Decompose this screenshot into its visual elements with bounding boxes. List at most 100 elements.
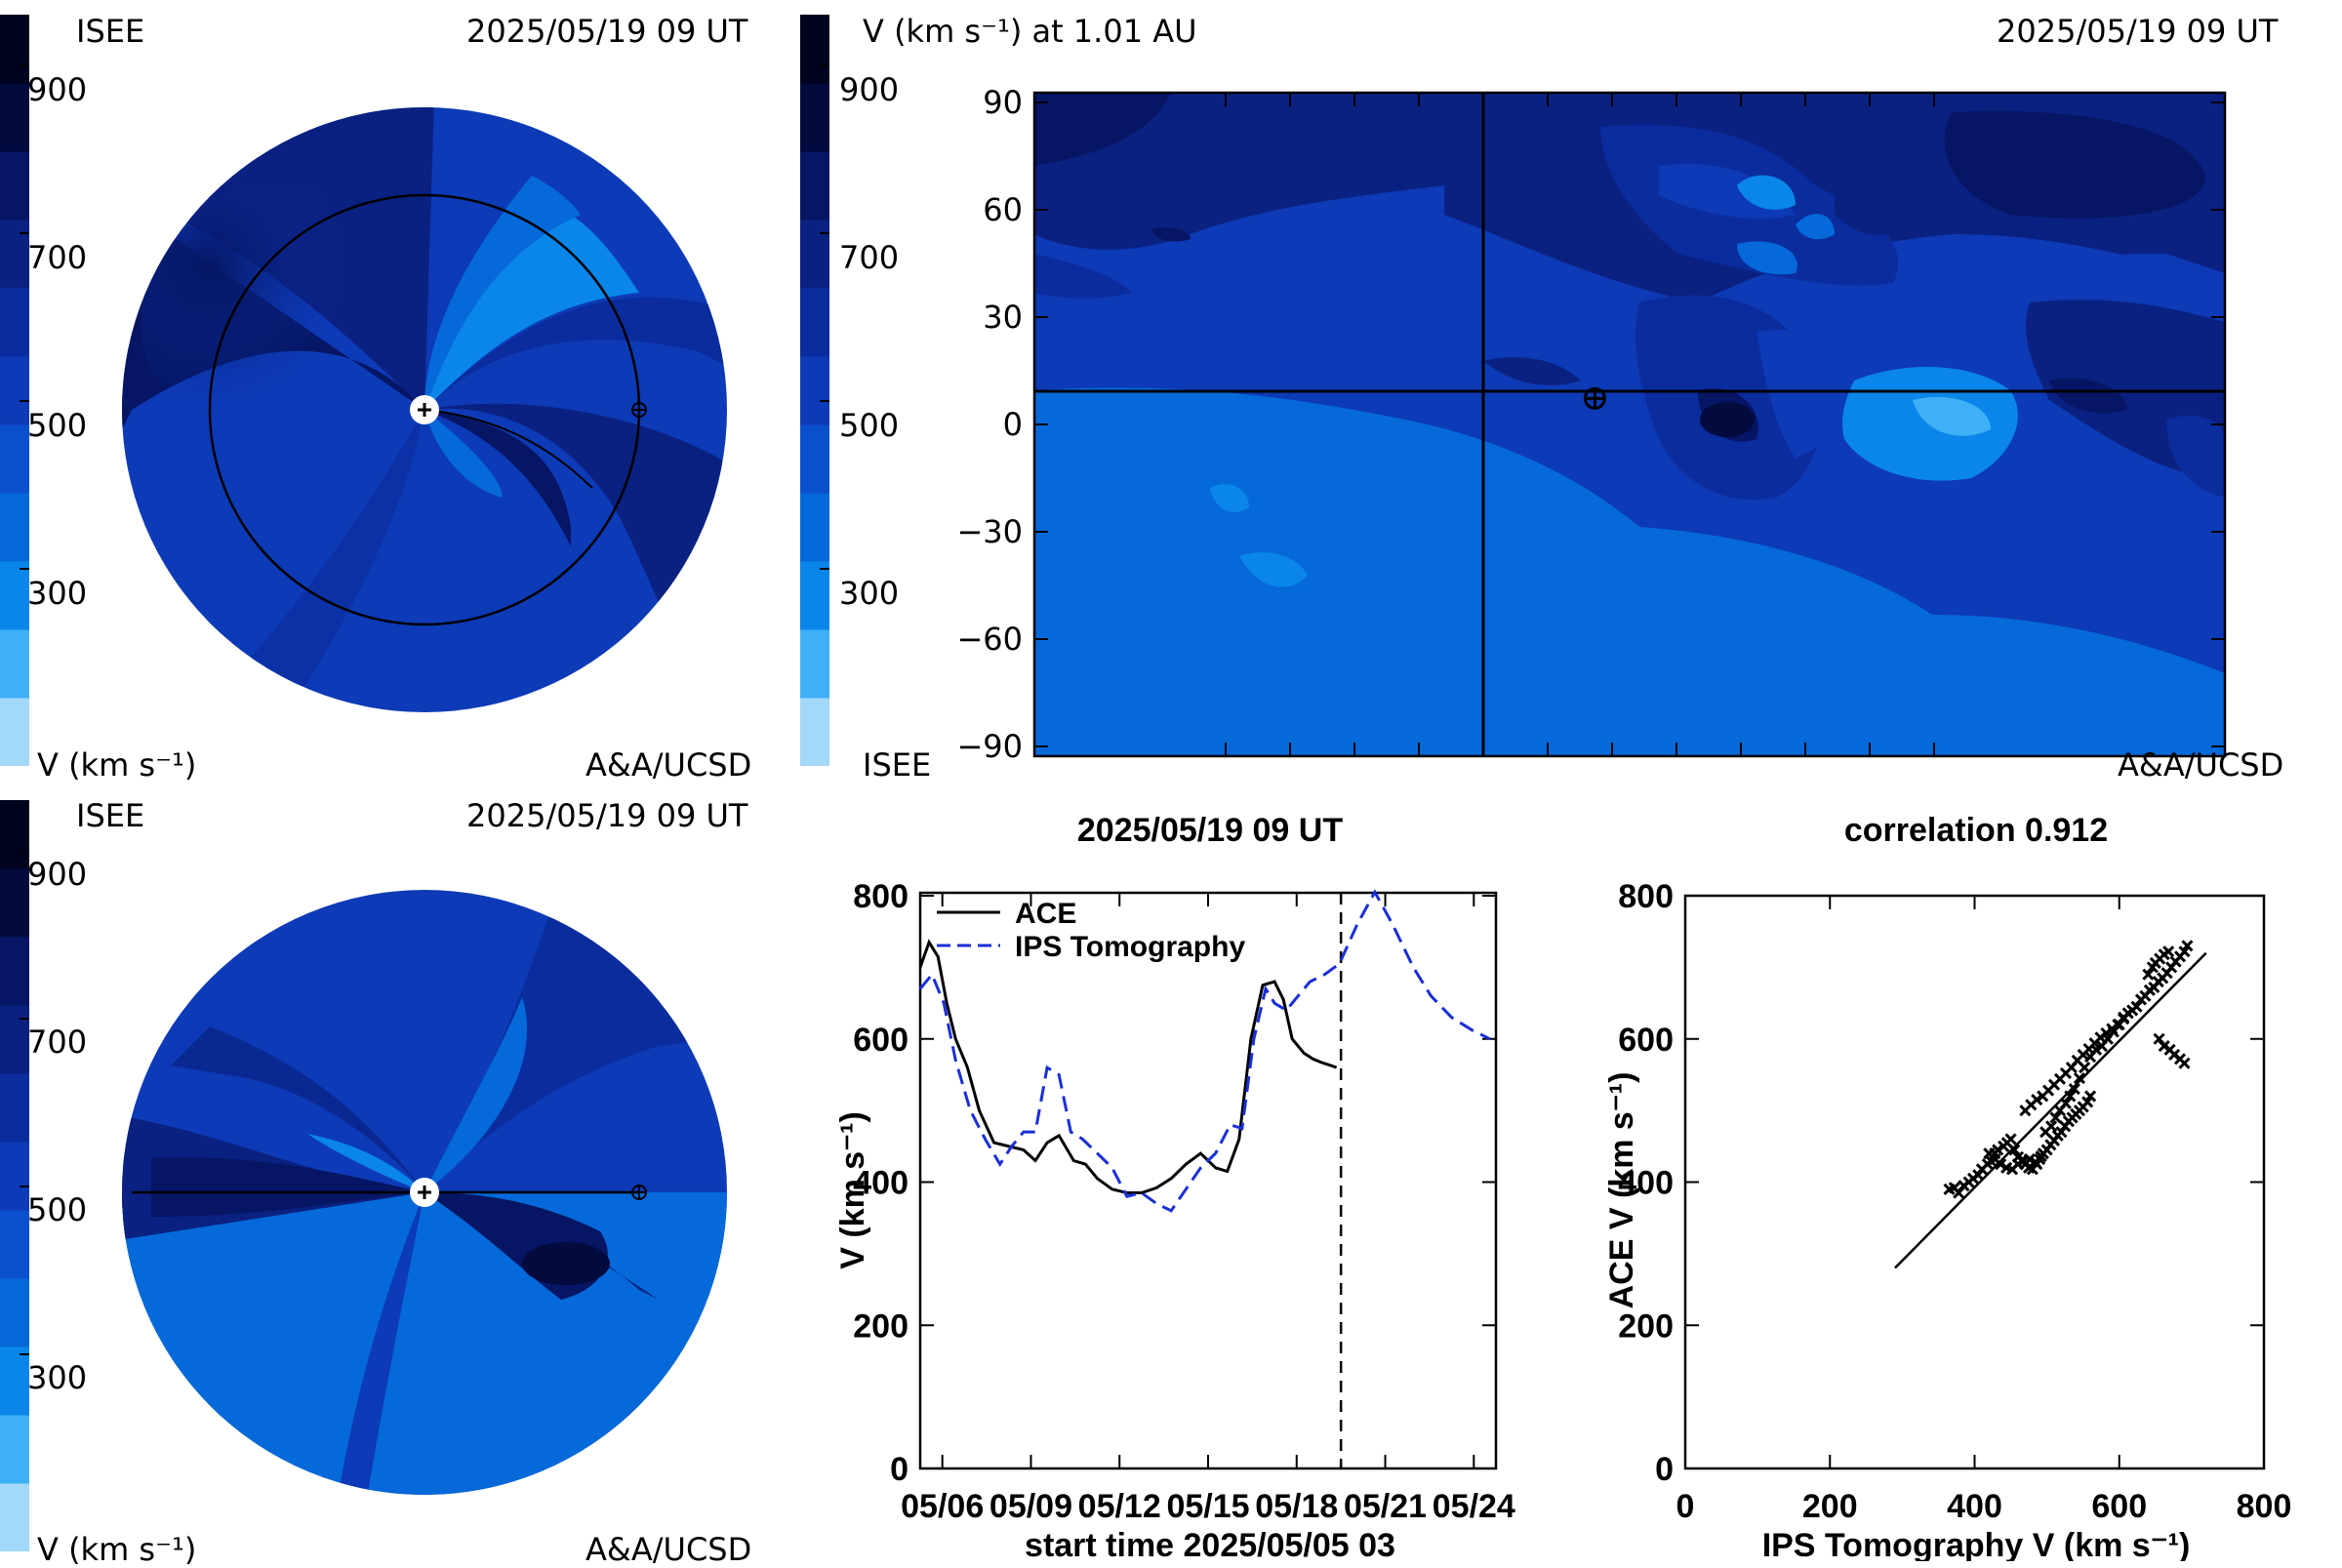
colorbar-bottom-left xyxy=(0,800,29,1551)
synoptic-axes: 24027030033003060901201501802109060300−3… xyxy=(956,84,2225,771)
colorbar-band xyxy=(0,1278,29,1347)
colorbar-band xyxy=(0,1483,29,1551)
y-tick-label: 600 xyxy=(853,1022,909,1059)
x-tick-label: 05/06 xyxy=(901,1488,984,1525)
x-axis-label: IPS Tomography V (km s⁻¹) xyxy=(1762,1527,2191,1561)
scatter-point xyxy=(2031,1094,2043,1106)
timestamp: 2025/05/19 09 UT xyxy=(1997,13,2279,50)
y-axis-label: V (km s⁻¹) xyxy=(834,1111,871,1269)
colorbar-band xyxy=(0,424,29,494)
polar-view-meridional: ISEE 2025/05/19 09 UT 900 700 500 300 V … xyxy=(0,781,800,1565)
y-tick-label: −60 xyxy=(956,621,1023,658)
x-tick-label: 05/24 xyxy=(1433,1488,1515,1525)
scatter-point xyxy=(2084,1090,2097,1103)
colorbar-band xyxy=(0,356,29,425)
colorbar-band xyxy=(800,356,829,425)
scatter-point xyxy=(1953,1186,1965,1199)
scatter-point xyxy=(2035,1150,2047,1163)
scatter-chart: correlation 0.912 ACE V (km s⁻¹) IPS Tom… xyxy=(1603,812,2292,1561)
colorbar-tick-300: 300 xyxy=(839,575,900,612)
scatter-point xyxy=(2158,1040,2170,1053)
x-tick-label: 60 xyxy=(1593,766,1633,771)
y-tick-label: 200 xyxy=(853,1307,909,1345)
colorbar-tick-700: 700 xyxy=(27,239,88,276)
scatter-point xyxy=(2153,1032,2165,1045)
colorbar-band xyxy=(800,698,829,766)
colorbar-band xyxy=(0,15,29,84)
colorbar-band xyxy=(800,83,829,152)
scatter-point xyxy=(2011,1158,2025,1171)
scatter-point xyxy=(2045,1120,2058,1133)
credit: A&A/UCSD xyxy=(2118,746,2284,784)
polar-disk-bottom xyxy=(122,890,727,1495)
x-tick-label: 240 xyxy=(1195,766,1255,771)
scatter-point xyxy=(2068,1083,2080,1096)
x-tick-label: 120 xyxy=(1711,766,1770,771)
colorbar-band xyxy=(0,698,29,766)
synoptic-map-panel: V (km s⁻¹) at 1.01 AU 2025/05/19 09 UT 9… xyxy=(800,0,2342,781)
y-tick-label: 30 xyxy=(983,299,1023,336)
scatter-point xyxy=(2004,1133,2017,1146)
colorbar-band xyxy=(0,288,29,357)
scatter-point xyxy=(2178,945,2191,958)
y-tick-label: −30 xyxy=(956,513,1023,550)
colorbar-band xyxy=(800,493,829,562)
x-tick-label: 180 xyxy=(1839,766,1899,771)
chart-title: 2025/05/19 09 UT xyxy=(1077,812,1343,849)
legend-label: ACE xyxy=(1015,898,1076,930)
colorbar-top-right xyxy=(800,15,829,766)
x-tick-label: 330 xyxy=(1389,766,1448,771)
colorbar-band xyxy=(0,151,29,221)
colorbar-band xyxy=(0,1210,29,1279)
colorbar-tick-700: 700 xyxy=(27,1024,88,1061)
timestamp: 2025/05/19 09 UT xyxy=(466,13,748,50)
colorbar-tick-900: 900 xyxy=(27,856,88,893)
colorbar-band xyxy=(800,629,829,699)
x-tick-label: 90 xyxy=(1657,766,1697,771)
scatter-point xyxy=(2059,1097,2072,1109)
credit: A&A/UCSD xyxy=(586,746,752,784)
colorbar-band xyxy=(0,493,29,562)
colorbar-tick-500: 500 xyxy=(27,407,88,444)
x-tick-label: 200 xyxy=(1802,1488,1858,1525)
scatter-point xyxy=(2055,1126,2068,1139)
x-tick-label: 800 xyxy=(2237,1488,2292,1525)
colorbar-band xyxy=(800,288,829,357)
unit-label: V (km s⁻¹) xyxy=(37,1531,197,1568)
colorbar-tick-700: 700 xyxy=(839,239,900,276)
colorbar-tick-900: 900 xyxy=(27,71,88,108)
x-axis-label: start time 2025/05/05 03 xyxy=(1025,1527,1395,1561)
colorbar-tick-500: 500 xyxy=(839,407,900,444)
x-tick-label: 150 xyxy=(1775,766,1835,771)
scatter-point xyxy=(2118,1013,2130,1025)
unit-label: V (km s⁻¹) xyxy=(37,746,197,784)
x-tick-label: 0 xyxy=(1676,1488,1695,1525)
plot-frame xyxy=(918,891,1498,1470)
scatter-point xyxy=(2023,1152,2036,1166)
scatter-point xyxy=(1992,1144,2004,1156)
colorbar-band xyxy=(800,424,829,494)
x-tick-label: 05/21 xyxy=(1344,1488,1427,1525)
y-tick-label: 600 xyxy=(1618,1022,1674,1059)
credit: A&A/UCSD xyxy=(586,1531,752,1568)
polar-disk-top xyxy=(122,107,727,712)
colorbar-band xyxy=(0,800,29,869)
y-tick-label: 400 xyxy=(1618,1165,1674,1202)
colorbar-band xyxy=(800,15,829,84)
colorbar-band xyxy=(0,1347,29,1416)
x-tick-label: 210 xyxy=(1904,766,1963,771)
colorbar-tick-300: 300 xyxy=(27,1359,88,1396)
scatter-point xyxy=(2008,1144,2021,1156)
colorbar-tick-900: 900 xyxy=(839,71,900,108)
colorbar-band xyxy=(0,561,29,630)
earth-marker xyxy=(1583,386,1606,410)
y-tick-label: 60 xyxy=(983,191,1023,228)
x-tick-label: 05/09 xyxy=(989,1488,1072,1525)
y-tick-label: 90 xyxy=(983,84,1023,121)
scatter-point xyxy=(2081,1096,2094,1108)
colorbar-band xyxy=(0,937,29,1006)
x-tick-label: 270 xyxy=(1260,766,1319,771)
x-tick-label: 0 xyxy=(1474,766,1493,771)
scatter-point xyxy=(1972,1169,1985,1182)
colorbar-top-left xyxy=(0,15,29,766)
